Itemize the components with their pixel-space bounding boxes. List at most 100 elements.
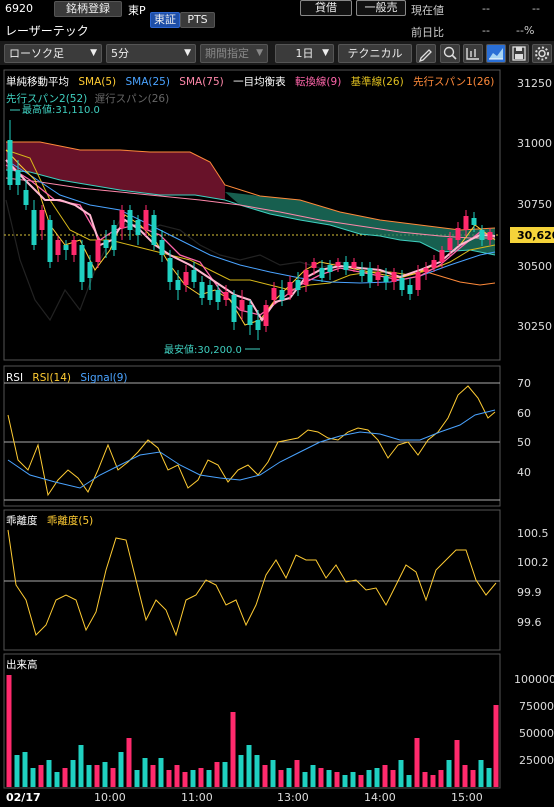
period-select[interactable]: 期間指定 ▼ <box>200 44 268 63</box>
dev-tick-0: 100.5 <box>517 527 549 540</box>
dev-line <box>7 529 497 637</box>
candle-body <box>191 270 197 282</box>
volume-bar <box>390 770 396 787</box>
chart-canvas[interactable]: 31250 31000 30750 30500 30250 30,620 最高値… <box>0 66 554 807</box>
general-sell-button[interactable]: 一般売 <box>356 0 406 16</box>
candle-body <box>271 288 277 300</box>
candle-body <box>159 240 165 255</box>
candle-body <box>303 270 309 285</box>
range-value: 1日 <box>295 47 314 60</box>
price-panel-frame <box>3 69 501 361</box>
register-button[interactable]: 銘柄登録 <box>54 1 122 17</box>
volume-bars <box>6 675 499 787</box>
candle-body <box>471 218 477 225</box>
volume-bar <box>398 760 404 787</box>
volume-bar <box>134 770 140 787</box>
volume-bar <box>22 752 28 787</box>
volume-bar <box>446 760 452 787</box>
volume-bar <box>118 752 124 787</box>
volume-bar <box>462 765 468 787</box>
volume-bar <box>302 772 308 787</box>
chart-type-select[interactable]: ローソク足 ▼ <box>4 44 102 63</box>
rsi-label: RSI(14) <box>32 372 71 384</box>
candle-body <box>327 265 333 272</box>
rsi-tick-0: 70 <box>517 377 531 390</box>
volume-bar <box>254 755 260 787</box>
dev-label: 乖離度(5) <box>47 514 93 527</box>
chikou-line <box>5 199 381 322</box>
current-price-unit: -- <box>532 2 540 15</box>
candle-body <box>143 210 149 230</box>
candle-body <box>127 210 133 230</box>
candle-body <box>39 210 45 230</box>
technical-button[interactable]: テクニカル <box>338 44 412 63</box>
chart-toolbar: ローソク足 ▼ 5分 ▼ 期間指定 ▼ 1日 ▼ テクニカル <box>0 41 554 65</box>
volume-bar <box>422 772 428 787</box>
x-date-label: 02/17 <box>6 791 41 804</box>
chart-type-value: ローソク足 <box>9 47 64 60</box>
save-icon[interactable] <box>509 44 529 63</box>
candle-body <box>135 220 141 235</box>
exchange-tse-button[interactable]: 東証 <box>150 12 180 28</box>
volume-bar <box>214 762 220 787</box>
candle-body <box>479 230 485 240</box>
area-chart-icon[interactable] <box>486 44 506 63</box>
volume-bar <box>470 770 476 787</box>
range-select[interactable]: 1日 ▼ <box>275 44 334 63</box>
rsi-legend: RSI RSI(14) Signal(9) <box>6 372 128 384</box>
candle-body <box>351 262 357 268</box>
price-tick-0: 31250 <box>517 77 552 90</box>
interval-select[interactable]: 5分 ▼ <box>106 44 196 63</box>
candle-body <box>279 290 285 300</box>
volume-bar <box>174 765 180 787</box>
candle-body <box>367 268 373 282</box>
legend-ichimoku: 一目均衡表 <box>233 75 286 88</box>
senkou2-line <box>5 169 496 256</box>
volume-bar <box>486 768 492 787</box>
min-price-label: 最安値:30,200.0 <box>164 343 242 356</box>
volume-bar <box>126 738 132 787</box>
compare-icon[interactable] <box>463 44 483 63</box>
volume-bar <box>493 705 499 787</box>
current-price-value: -- <box>482 2 490 15</box>
prev-change-value: -- <box>482 24 490 37</box>
candle-body <box>255 320 261 330</box>
candle-body <box>407 285 413 294</box>
credit-button[interactable]: 貸借 <box>300 0 352 16</box>
pencil-icon[interactable] <box>416 44 436 63</box>
rsi-tick-3: 40 <box>517 466 531 479</box>
legend-sma25: SMA(25) <box>125 76 169 88</box>
stock-code: 6920 <box>5 2 33 15</box>
candle-body <box>455 228 461 240</box>
prev-change-pct: --% <box>516 24 535 37</box>
volume-bar <box>78 745 84 787</box>
main-legend-row2: 先行スパン2(52) 遅行スパン(26) <box>6 92 169 105</box>
signal-line <box>7 409 496 489</box>
candle-body <box>111 225 117 250</box>
dev-panel-frame <box>3 509 501 651</box>
chevron-down-icon: ▼ <box>90 48 97 58</box>
chevron-down-icon: ▼ <box>256 48 263 58</box>
cloud-bullish <box>225 192 495 255</box>
candle-body <box>95 240 101 262</box>
volume-bar <box>14 755 20 787</box>
candle-body <box>231 295 237 322</box>
volume-bar <box>406 775 412 787</box>
volume-panel-frame <box>3 653 501 789</box>
candle-body <box>343 262 349 270</box>
x-tick-3: 14:00 <box>364 791 396 804</box>
volume-bar <box>238 755 244 787</box>
market-type: 東P <box>128 4 146 17</box>
exchange-pts-button[interactable]: PTS <box>180 12 215 28</box>
candle-body <box>423 268 429 272</box>
volume-bar <box>286 768 292 787</box>
candle-body <box>23 190 29 205</box>
x-tick-2: 13:00 <box>277 791 309 804</box>
volume-bar <box>6 675 12 787</box>
settings-icon[interactable] <box>532 44 552 63</box>
zoom-icon[interactable] <box>440 44 460 63</box>
current-price-tag: 30,620 <box>517 229 554 242</box>
candle-body <box>287 282 293 295</box>
rsi-tick-2: 50 <box>517 436 531 449</box>
candle-body <box>31 210 37 245</box>
